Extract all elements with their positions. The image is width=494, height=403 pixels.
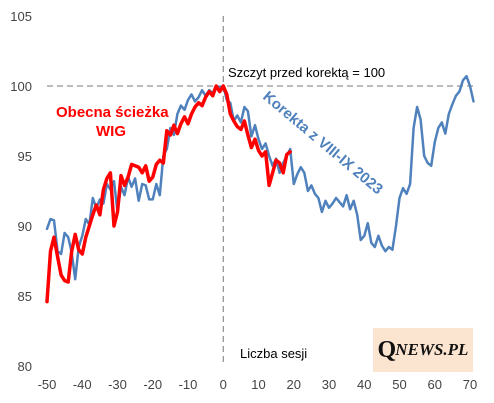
x-tick-label: -20 — [143, 377, 162, 392]
qnews-logo: Q NEWS.PL — [373, 328, 473, 372]
x-tick-label: -30 — [108, 377, 127, 392]
red-series-label-line2: WIG — [96, 123, 126, 140]
peak-annotation: Szczyt przed korektą = 100 — [228, 65, 385, 80]
series-layer — [45, 74, 475, 304]
x-tick-label: 40 — [357, 377, 371, 392]
x-axis-label: Liczba sesji — [240, 346, 307, 361]
x-axis-ticks: -50 -40 -30 -20 -10 0 10 20 30 40 50 60 70 — [38, 377, 478, 392]
y-tick-label: 85 — [18, 289, 32, 304]
x-tick-label: 20 — [287, 377, 301, 392]
x-tick-label: -10 — [179, 377, 198, 392]
y-tick-label: 80 — [18, 359, 32, 374]
x-tick-label: 70 — [463, 377, 477, 392]
x-tick-label: 50 — [392, 377, 406, 392]
logo-text: NEWS.PL — [395, 340, 469, 359]
y-tick-label: 90 — [18, 219, 32, 234]
x-tick-label: 10 — [251, 377, 265, 392]
x-tick-label: 0 — [220, 377, 227, 392]
y-tick-label: 95 — [18, 149, 32, 164]
y-tick-label: 105 — [10, 9, 32, 24]
x-tick-label: -40 — [73, 377, 92, 392]
red-series-label-line1: Obecna ścieżka — [56, 104, 169, 121]
x-tick-label: -50 — [38, 377, 57, 392]
y-tick-label: 100 — [10, 79, 32, 94]
x-tick-label: 30 — [322, 377, 336, 392]
logo-initial: Q — [377, 336, 397, 363]
y-axis-ticks: 80 85 90 95 100 105 — [10, 9, 32, 374]
red-series-line — [45, 84, 292, 304]
x-tick-label: 60 — [428, 377, 442, 392]
